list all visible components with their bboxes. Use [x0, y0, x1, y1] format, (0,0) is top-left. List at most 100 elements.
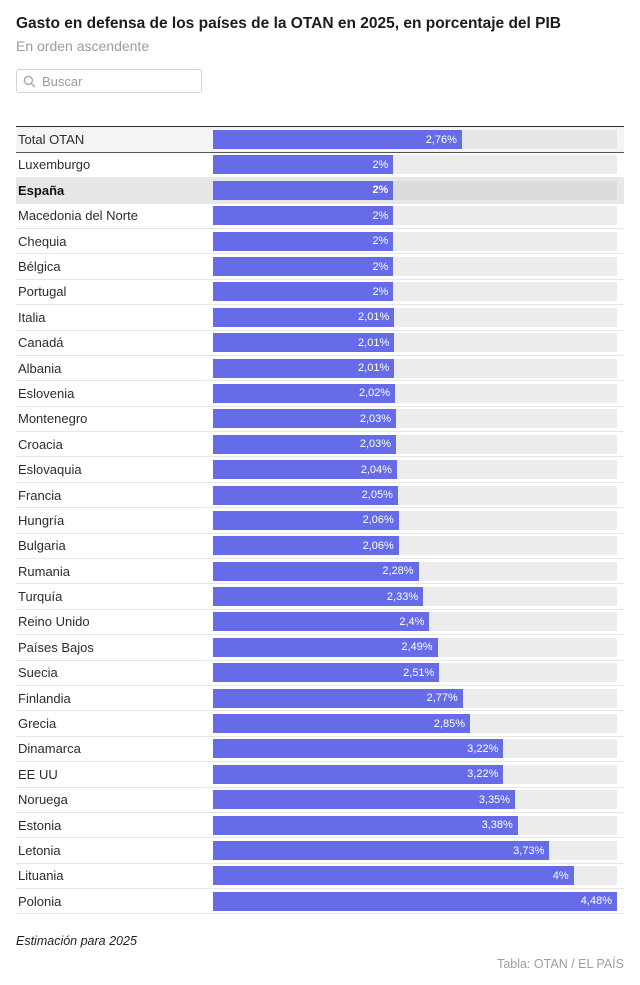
table-row: Bulgaria 2,06%: [16, 534, 624, 560]
bar-value-label: 2,06%: [362, 514, 394, 527]
bar-track: 4%: [213, 866, 617, 886]
bar-track: 2,06%: [213, 536, 617, 556]
header: Gasto en defensa de los países de la OTA…: [0, 0, 640, 54]
country-label: Canadá: [18, 335, 64, 351]
bar-value-label: 2%: [372, 209, 389, 222]
bar-track: 3,22%: [213, 739, 617, 759]
bar: 2,4%: [213, 612, 430, 632]
bar: 3,22%: [213, 739, 504, 759]
bar-track: 3,22%: [213, 764, 617, 784]
bar-cell: 4%: [213, 866, 617, 886]
bar-cell: 2,01%: [213, 307, 617, 327]
table-row: Chequia 2%: [16, 229, 624, 255]
country-label: Dinamarca: [18, 741, 81, 757]
bar-value-label: 2,02%: [358, 387, 391, 400]
bar-cell: 2,85%: [213, 714, 617, 734]
bar-track: 2%: [213, 180, 617, 200]
bar-value-label: 3,38%: [481, 819, 513, 832]
bar: 2,01%: [213, 333, 395, 353]
bar-track: 3,38%: [213, 815, 617, 835]
country-label: Polonia: [18, 893, 62, 909]
bar-value-label: 2,85%: [433, 717, 465, 730]
bar-value-label: 2,51%: [403, 666, 435, 679]
table-row: Croacia 2,03%: [16, 432, 624, 458]
bar-value-label: 3,22%: [467, 742, 499, 755]
bar-cell: 4,48%: [213, 891, 617, 911]
table-row: Suecia 2,51%: [16, 661, 624, 686]
bar-cell: 2,01%: [213, 333, 617, 353]
table-row: Reino Unido 2,4%: [16, 610, 624, 636]
bar-track: 2,4%: [213, 612, 617, 632]
bar: 2,03%: [213, 434, 397, 454]
bar-cell: 2,49%: [213, 637, 617, 657]
bar-track: 4,48%: [213, 891, 617, 911]
bar: 2,28%: [213, 561, 419, 581]
bar-cell: 2,01%: [213, 358, 617, 378]
country-label: Países Bajos: [18, 639, 94, 655]
country-label: Rumania: [18, 563, 71, 579]
country-label: Suecia: [18, 665, 58, 681]
country-label: Eslovenia: [18, 385, 75, 401]
bar-track: 2,01%: [213, 333, 617, 353]
chart-title: Gasto en defensa de los países de la OTA…: [16, 15, 561, 32]
table-row: Grecia 2,85%: [16, 711, 624, 737]
bar: 2,85%: [213, 714, 470, 734]
country-label: Chequia: [18, 233, 67, 249]
country-label: Noruega: [18, 792, 68, 808]
bar-value-label: 2,05%: [361, 489, 393, 502]
bar-cell: 3,38%: [213, 815, 617, 835]
table-row: Macedonia del Norte 2%: [16, 204, 624, 229]
bar-track: 2,77%: [213, 688, 617, 708]
bar-value-label: 3,35%: [478, 793, 511, 806]
country-label: Bulgaria: [18, 538, 66, 554]
table-row: Italia 2,01%: [16, 305, 624, 331]
bar-track: 2,01%: [213, 307, 617, 327]
bar-value-label: 2,06%: [362, 539, 394, 552]
table-row: Canadá 2,01%: [16, 331, 624, 356]
bar-value-label: 2,77%: [426, 692, 458, 705]
bar-value-label: 2,04%: [360, 463, 392, 476]
bar: 2%: [213, 180, 394, 200]
search-box[interactable]: [16, 69, 202, 94]
search-input[interactable]: [42, 73, 195, 89]
bar-track: 2%: [213, 155, 617, 175]
country-label: Grecia: [18, 716, 57, 732]
bar: 2,51%: [213, 663, 440, 683]
bar-track: 2%: [213, 257, 617, 277]
bar-track: 2%: [213, 282, 617, 302]
bar-value-label: 4%: [552, 869, 569, 882]
table-row: Albania 2,01%: [16, 356, 624, 382]
bar: 2%: [213, 155, 394, 175]
bar-track: 2,06%: [213, 510, 617, 530]
bar-track: 2,01%: [213, 358, 617, 378]
table-row: Eslovenia 2,02%: [16, 381, 624, 407]
bar-cell: 2%: [213, 257, 617, 277]
bar-value-label: 2%: [372, 158, 389, 171]
bar-cell: 2%: [213, 155, 617, 175]
table-row: Dinamarca 3,22%: [16, 737, 624, 763]
country-label: Estonia: [18, 817, 62, 833]
bar-value-label: 3,73%: [513, 844, 545, 857]
bar-track: 2,76%: [213, 130, 617, 150]
bar: 3,38%: [213, 815, 518, 835]
bar-table: Total OTAN 2,76% Luxemburgo 2% España 2% Maced…: [16, 126, 624, 915]
table-row: Eslovaquia 2,04%: [16, 457, 624, 483]
bar: 2,03%: [213, 409, 397, 429]
table-row: Noruega 3,35%: [16, 788, 624, 813]
country-label: Bélgica: [18, 259, 61, 275]
chart-subtitle: En orden ascendente: [16, 38, 150, 55]
bar-cell: 2,33%: [213, 587, 617, 607]
table-row: Letonia 3,73%: [16, 838, 624, 864]
bar-track: 2,03%: [213, 409, 617, 429]
bar-track: 2,51%: [213, 663, 617, 683]
bar-cell: 2,03%: [213, 409, 617, 429]
country-label: Turquía: [18, 589, 63, 605]
country-label: Finlandia: [18, 690, 71, 706]
bar-cell: 3,22%: [213, 739, 617, 759]
bar-cell: 2%: [213, 180, 617, 200]
bar-cell: 2,28%: [213, 561, 617, 581]
country-label: Lituania: [18, 868, 64, 884]
bar-cell: 2%: [213, 282, 617, 302]
table-row: Lituania 4%: [16, 864, 624, 890]
bar: 2,01%: [213, 307, 395, 327]
